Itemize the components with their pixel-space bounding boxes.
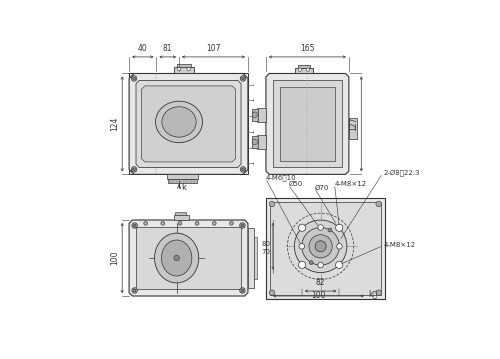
Text: 4-M8×12: 4-M8×12 xyxy=(384,242,416,248)
Text: Ø70: Ø70 xyxy=(315,185,329,191)
Polygon shape xyxy=(129,220,248,296)
Polygon shape xyxy=(129,74,248,174)
Circle shape xyxy=(212,222,216,225)
Circle shape xyxy=(376,201,382,207)
Circle shape xyxy=(252,112,258,117)
Circle shape xyxy=(309,235,332,258)
Text: 2-Ø8深22.3: 2-Ø8深22.3 xyxy=(384,169,420,176)
Text: 82: 82 xyxy=(316,279,326,288)
Polygon shape xyxy=(136,80,241,167)
Text: Ø50: Ø50 xyxy=(288,181,303,187)
Bar xyxy=(273,80,342,167)
Bar xyxy=(349,118,356,139)
Circle shape xyxy=(294,220,347,272)
Bar xyxy=(176,212,186,215)
Circle shape xyxy=(195,222,199,225)
Bar xyxy=(252,109,258,121)
Circle shape xyxy=(161,222,165,225)
Circle shape xyxy=(315,241,326,252)
Bar xyxy=(295,68,313,74)
Bar xyxy=(167,174,198,180)
Ellipse shape xyxy=(156,101,202,143)
Circle shape xyxy=(132,76,137,81)
Circle shape xyxy=(299,243,304,249)
Circle shape xyxy=(178,67,181,71)
Circle shape xyxy=(376,290,382,295)
Bar xyxy=(129,74,248,174)
Bar xyxy=(174,215,190,220)
Bar xyxy=(174,67,194,74)
Circle shape xyxy=(240,76,246,81)
Text: k: k xyxy=(181,183,186,192)
Circle shape xyxy=(252,139,258,145)
Text: 80: 80 xyxy=(262,241,270,247)
Circle shape xyxy=(242,77,244,80)
Bar xyxy=(298,65,310,68)
Polygon shape xyxy=(142,86,236,162)
Circle shape xyxy=(269,290,275,295)
Bar xyxy=(266,198,385,299)
Text: 70: 70 xyxy=(262,249,270,255)
Circle shape xyxy=(240,288,245,293)
Circle shape xyxy=(306,68,310,71)
Bar xyxy=(136,227,241,289)
Text: 107: 107 xyxy=(206,44,220,53)
Circle shape xyxy=(133,289,136,292)
Text: 165: 165 xyxy=(300,44,314,53)
Circle shape xyxy=(187,67,190,71)
Circle shape xyxy=(132,77,136,80)
Circle shape xyxy=(242,168,244,171)
Circle shape xyxy=(298,224,306,231)
Circle shape xyxy=(178,222,182,225)
Text: 100: 100 xyxy=(312,292,326,300)
Circle shape xyxy=(241,224,244,227)
Circle shape xyxy=(336,224,343,231)
Bar xyxy=(252,136,258,148)
Text: 124: 124 xyxy=(110,117,119,131)
Circle shape xyxy=(230,222,234,225)
Bar xyxy=(270,202,380,295)
Circle shape xyxy=(310,261,313,265)
Circle shape xyxy=(318,225,324,230)
Circle shape xyxy=(302,228,340,265)
Ellipse shape xyxy=(154,233,199,283)
Circle shape xyxy=(318,262,324,268)
Text: 40: 40 xyxy=(138,44,147,53)
Circle shape xyxy=(240,223,245,228)
Circle shape xyxy=(328,228,332,232)
Bar xyxy=(177,64,191,67)
Circle shape xyxy=(298,261,306,269)
Bar xyxy=(257,135,266,149)
Bar xyxy=(254,237,258,279)
Circle shape xyxy=(269,201,275,207)
Circle shape xyxy=(132,223,138,228)
Polygon shape xyxy=(266,74,349,174)
Ellipse shape xyxy=(162,107,196,137)
Circle shape xyxy=(132,168,136,171)
Bar xyxy=(257,108,266,122)
Bar xyxy=(168,179,197,183)
Circle shape xyxy=(174,255,180,261)
Bar xyxy=(248,228,254,288)
Text: 100: 100 xyxy=(110,251,119,265)
Text: 4-M8×12: 4-M8×12 xyxy=(335,181,367,187)
Text: 127: 127 xyxy=(350,117,358,131)
Bar xyxy=(280,87,335,160)
Circle shape xyxy=(132,167,137,172)
Circle shape xyxy=(144,222,148,225)
Text: 81: 81 xyxy=(163,44,172,53)
Circle shape xyxy=(132,288,138,293)
Circle shape xyxy=(240,167,246,172)
Circle shape xyxy=(336,261,343,269)
Circle shape xyxy=(298,68,302,71)
Text: k方: k方 xyxy=(368,289,378,298)
Text: 4-M6深10: 4-M6深10 xyxy=(266,175,296,181)
Ellipse shape xyxy=(162,240,192,276)
Circle shape xyxy=(133,224,136,227)
Circle shape xyxy=(336,243,342,249)
Circle shape xyxy=(241,289,244,292)
